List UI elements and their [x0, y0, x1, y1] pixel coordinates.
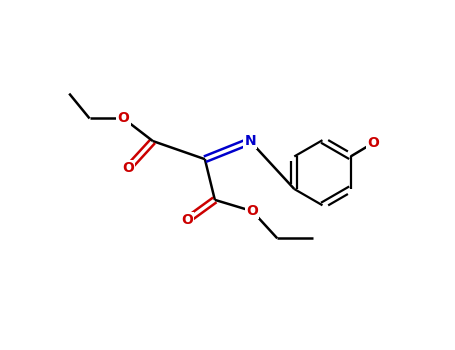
- Text: O: O: [117, 111, 129, 125]
- Text: O: O: [181, 213, 193, 227]
- Text: O: O: [367, 136, 379, 150]
- Text: N: N: [244, 134, 256, 148]
- Text: O: O: [247, 204, 258, 218]
- Text: O: O: [122, 161, 134, 175]
